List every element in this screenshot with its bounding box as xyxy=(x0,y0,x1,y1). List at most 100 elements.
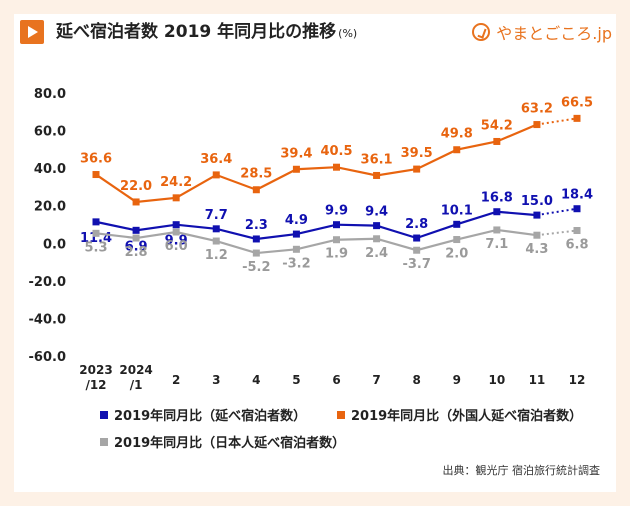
play-icon xyxy=(20,20,44,44)
data-label: 9.9 xyxy=(325,204,348,219)
data-label: 40.5 xyxy=(320,144,352,159)
x-tick-label: 7 xyxy=(372,373,380,387)
x-tick-label: 3 xyxy=(212,373,220,387)
data-label: 36.4 xyxy=(200,152,232,167)
data-label: 7.1 xyxy=(485,237,508,252)
data-label: 1.2 xyxy=(205,248,228,263)
data-label: 2.4 xyxy=(365,246,388,261)
data-point xyxy=(333,163,340,171)
data-label: 2.0 xyxy=(445,247,468,262)
data-point xyxy=(172,194,180,202)
series-line xyxy=(95,228,538,255)
data-label: 4.9 xyxy=(285,213,308,228)
series-line-dotted xyxy=(536,207,578,217)
series-line xyxy=(95,123,538,204)
data-label: 7.7 xyxy=(205,208,228,223)
data-point xyxy=(252,186,260,194)
x-tick-label-line: /12 xyxy=(85,378,106,392)
logo-text: やまとごころ.jp xyxy=(496,24,612,43)
data-label: 39.5 xyxy=(401,146,433,161)
brand-logo[interactable]: やまとごころ.jp xyxy=(472,20,612,44)
y-tick-label: 80.0 xyxy=(34,87,66,102)
data-label: 5.3 xyxy=(84,240,107,255)
data-label: 15.0 xyxy=(521,194,553,209)
series-layer: 11.46.9 9.97.72.3 4.99.9 9.42.810.116.8 15.0… xyxy=(80,95,593,275)
data-point xyxy=(413,165,421,173)
data-label: 6.9 xyxy=(125,239,148,254)
y-tick-label: -20.0 xyxy=(29,275,66,290)
y-tick-label: 40.0 xyxy=(34,162,66,177)
data-label: 16.8 xyxy=(481,191,513,206)
legend-swatch xyxy=(337,410,345,419)
x-tick-label: 2024/1 xyxy=(119,363,152,392)
data-label: 9.4 xyxy=(365,205,388,220)
data-point xyxy=(292,230,300,238)
chart-title: 延べ宿泊者数 2019 年同月比の推移 (%) xyxy=(56,20,357,46)
series-line-dotted xyxy=(536,117,578,126)
data-point xyxy=(292,165,300,173)
data-point xyxy=(533,211,541,219)
data-label: 2.8 xyxy=(405,217,428,232)
data-point xyxy=(92,171,100,179)
data-point xyxy=(212,237,220,245)
data-label: 10.1 xyxy=(441,203,473,218)
data-point xyxy=(573,205,581,213)
data-point xyxy=(292,245,300,253)
x-tick-label: 2 xyxy=(172,373,180,387)
data-point xyxy=(252,235,260,243)
data-point xyxy=(573,227,581,235)
data-label: -3.7 xyxy=(402,257,430,272)
x-tick-label: 4 xyxy=(252,373,260,387)
x-tick-label-line: /1 xyxy=(130,378,143,392)
data-point xyxy=(333,221,340,229)
data-point xyxy=(373,222,381,230)
data-point xyxy=(132,234,140,242)
chart-card xyxy=(14,14,616,492)
data-label: 63.2 xyxy=(521,102,553,117)
legend-item: 2019年同月比（外国人延べ宿泊者数） xyxy=(337,405,582,424)
data-label: 4.3 xyxy=(525,242,548,257)
data-label: 49.8 xyxy=(441,127,473,142)
x-tick-label: 8 xyxy=(412,373,420,387)
data-point xyxy=(333,236,340,244)
data-point xyxy=(453,146,461,154)
data-point xyxy=(172,221,180,229)
x-tick-label: 9 xyxy=(453,373,461,387)
data-label: 9.9 xyxy=(165,234,188,249)
data-point xyxy=(453,220,461,228)
x-tick-label-line: 2023 xyxy=(79,363,112,377)
data-point xyxy=(212,225,220,233)
data-point xyxy=(533,121,541,129)
yamatogokoro-logo-icon xyxy=(472,23,491,41)
legend-label: 2019年同月比（日本人延べ宿泊者数） xyxy=(114,436,346,451)
y-axis: 80.0 60.0 40.0 20.0 0.0 -20.0 -40.0 -60.0 xyxy=(29,87,66,365)
series-line-dotted xyxy=(536,229,578,237)
x-tick-label: 5 xyxy=(292,373,300,387)
data-point xyxy=(132,198,140,206)
y-tick-label: 0.0 xyxy=(43,237,66,252)
x-tick-label: 11 xyxy=(529,373,546,387)
data-point xyxy=(533,231,541,239)
data-point xyxy=(92,218,100,226)
y-tick-label: -60.0 xyxy=(29,350,66,365)
data-label: 2.3 xyxy=(245,218,268,233)
data-point xyxy=(493,137,501,145)
series-0: 11.46.9 9.97.72.3 4.99.9 9.42.810.116.8 15.0… xyxy=(80,188,593,255)
data-point xyxy=(413,234,421,242)
data-point xyxy=(453,236,461,244)
data-point xyxy=(92,229,100,237)
data-label: 6.0 xyxy=(165,239,188,254)
data-label: -5.2 xyxy=(242,260,270,275)
data-point xyxy=(493,208,501,216)
data-point xyxy=(573,114,581,122)
data-point xyxy=(252,249,260,257)
data-point xyxy=(132,226,140,234)
x-tick-label: 2023/12 xyxy=(79,363,112,392)
y-tick-label: 60.0 xyxy=(34,125,66,140)
data-label: 1.9 xyxy=(325,247,348,262)
chart-title-text: 延べ宿泊者数 2019 年同月比の推移 xyxy=(56,22,337,42)
data-label: 36.6 xyxy=(80,152,112,167)
series-1: 36.6 22.0 24.2 36.4 28.5 39.4 40.5 36.1 39.5 49.8… xyxy=(80,95,593,206)
data-label: 28.5 xyxy=(240,167,272,182)
x-tick-label: 12 xyxy=(569,373,586,387)
